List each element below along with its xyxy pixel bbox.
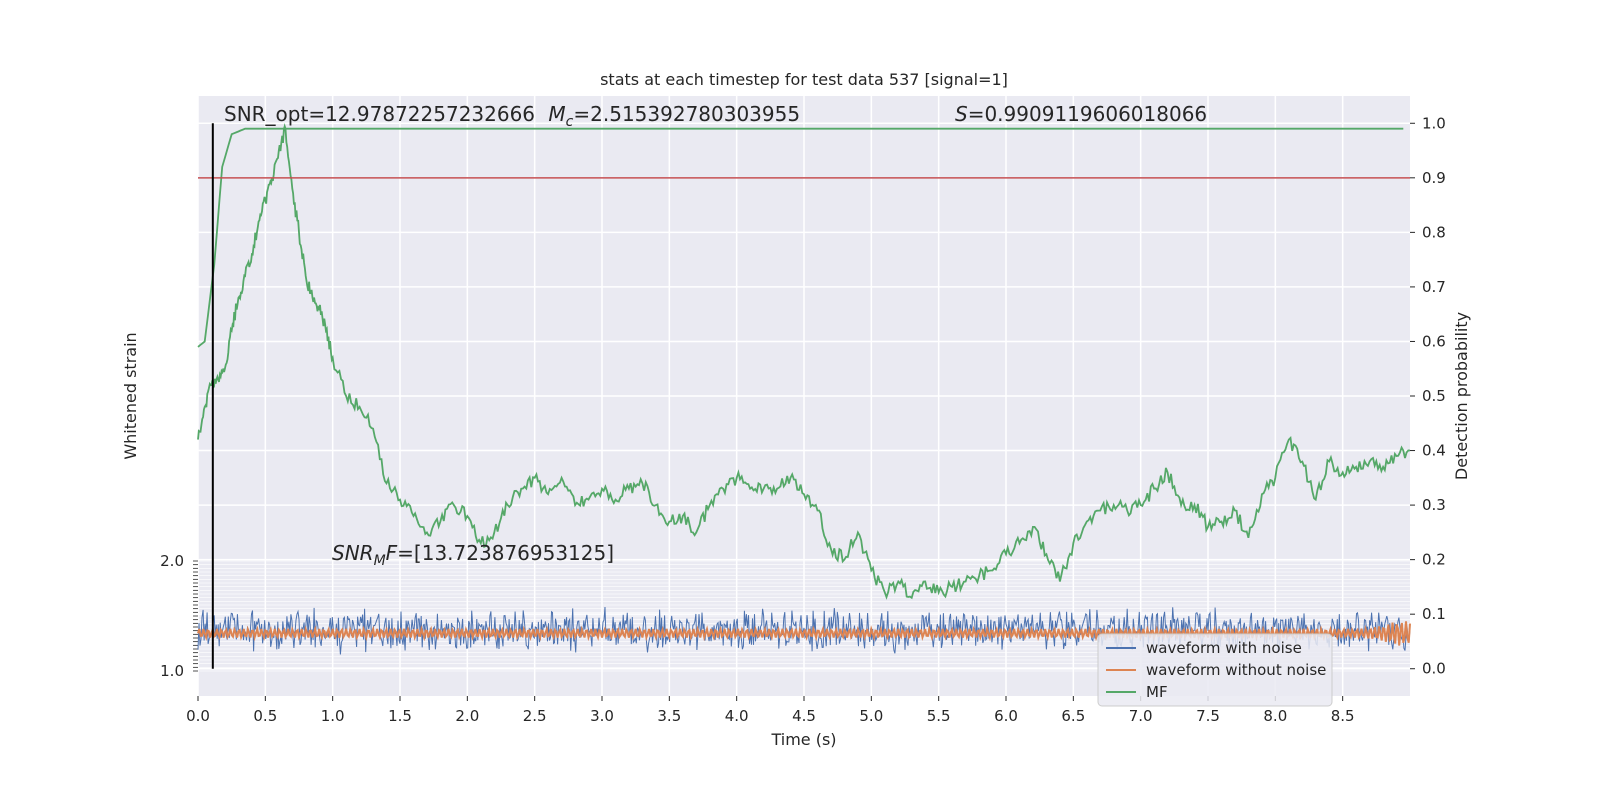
right-axis-label: Detection probability xyxy=(1452,312,1471,480)
series-mf xyxy=(197,122,1411,600)
left-axis-label: Whitened strain xyxy=(121,332,140,459)
x-tick-label-1: 0.5 xyxy=(253,707,277,725)
x-tick-label-15: 7.5 xyxy=(1196,707,1220,725)
x-tick-label-0: 0.0 xyxy=(186,707,210,725)
series-mf-probability xyxy=(197,127,1404,348)
right-axis-ticks: 0.0 0.1 0.2 0.3 0.4 0.5 0.6 0.7 0.8 0.9 1.0 xyxy=(1410,114,1446,678)
y-tick-label-6: 0.6 xyxy=(1422,332,1446,350)
x-tick-label-3: 1.5 xyxy=(388,707,412,725)
strain-tick-label-bottom: 1.0 xyxy=(160,662,184,680)
x-tick-label-2: 1.0 xyxy=(321,707,345,725)
y-tick-label-7: 0.7 xyxy=(1422,278,1446,296)
x-tick-label-12: 6.0 xyxy=(994,707,1018,725)
y-tick-label-0: 0.0 xyxy=(1422,660,1446,678)
y-tick-label-5: 0.5 xyxy=(1422,387,1446,405)
x-tick-label-10: 5.0 xyxy=(859,707,883,725)
snr-mf-subscript: M xyxy=(374,553,386,569)
y-tick-label-3: 0.3 xyxy=(1422,496,1446,514)
y-tick-label-1: 0.1 xyxy=(1422,605,1446,623)
snr-opt-annotation: SNR_opt=12.97872257232666 Mc=2.515392780… xyxy=(224,102,800,130)
snr-mf-symbol: SNR xyxy=(332,541,374,565)
x-tick-label-7: 3.5 xyxy=(657,707,681,725)
snr-mf-value: =[13.723876953125] xyxy=(397,541,614,565)
legend: waveform with noise waveform without noi… xyxy=(1097,633,1333,707)
y-tick-label-8: 0.8 xyxy=(1422,223,1446,241)
chart-title: stats at each timestep for test data 537… xyxy=(600,70,1008,89)
s-value: =0.9909119606018066 xyxy=(968,102,1207,126)
x-axis-ticks: 0.0 0.5 1.0 1.5 2.0 2.5 3.0 3.5 4.0 4.5 5.0 5.5 6.0 6… xyxy=(186,696,1355,725)
mc-symbol: M xyxy=(548,102,565,126)
snr-opt-text: SNR_opt=12.97872257232666 xyxy=(224,102,535,126)
y-tick-label-2: 0.2 xyxy=(1422,551,1446,569)
x-tick-label-14: 7.0 xyxy=(1129,707,1153,725)
snr-mf-annotation: SNRMF=[13.723876953125] xyxy=(332,541,614,569)
s-symbol: S xyxy=(955,102,968,126)
x-tick-label-11: 5.5 xyxy=(927,707,951,725)
series-waveform-with-noise xyxy=(197,606,1411,655)
x-axis-label: Time (s) xyxy=(770,730,836,749)
y-tick-label-4: 0.4 xyxy=(1422,442,1446,460)
legend-label-noise: waveform with noise xyxy=(1146,639,1302,657)
legend-box xyxy=(1097,633,1333,707)
x-tick-label-17: 8.5 xyxy=(1331,707,1355,725)
x-tick-label-9: 4.5 xyxy=(792,707,816,725)
mc-value: =2.515392780303955 xyxy=(573,102,800,126)
snr-mf-tail: F xyxy=(386,541,398,565)
y-tick-label-10: 1.0 xyxy=(1422,114,1446,132)
legend-label-clean: waveform without noise xyxy=(1146,661,1326,679)
strain-tick-label-top: 2.0 xyxy=(160,552,184,570)
x-tick-label-16: 8.0 xyxy=(1263,707,1287,725)
x-tick-label-4: 2.0 xyxy=(455,707,479,725)
legend-label-mf: MF xyxy=(1146,683,1168,701)
s-annotation: S=0.9909119606018066 xyxy=(955,102,1207,126)
y-tick-label-9: 0.9 xyxy=(1422,169,1446,187)
x-tick-label-5: 2.5 xyxy=(523,707,547,725)
x-tick-label-8: 4.0 xyxy=(725,707,749,725)
mc-subscript: c xyxy=(566,114,574,130)
x-tick-label-6: 3.0 xyxy=(590,707,614,725)
x-tick-label-13: 6.5 xyxy=(1061,707,1085,725)
